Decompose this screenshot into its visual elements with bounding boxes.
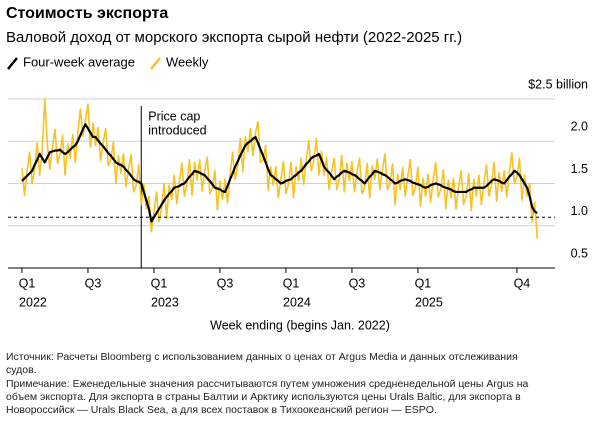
legend-label: Weekly xyxy=(166,54,209,69)
legend-label: Four-week average xyxy=(23,54,135,69)
x-tick-label: Q3 xyxy=(217,276,234,290)
legend-swatch xyxy=(7,57,18,70)
y-tick-label: $2.5 billion xyxy=(528,77,588,91)
legend-swatch xyxy=(150,57,161,70)
x-tick-label: Q3 xyxy=(85,276,102,290)
series-line xyxy=(21,98,539,239)
annotation-text: Price cap xyxy=(148,109,200,123)
y-tick-label: 1.5 xyxy=(571,162,588,176)
chart-subtitle: Валовой доход от морского экспорта сырой… xyxy=(6,29,462,46)
x-tick-label: Q1 xyxy=(283,276,300,290)
x-tick-label: Q4 xyxy=(514,276,531,290)
chart-title: Стоимость экспорта xyxy=(6,5,168,22)
x-tick-label: Q3 xyxy=(349,276,366,290)
y-tick-label: 0.5 xyxy=(571,246,588,260)
x-axis-label: Week ending (begins Jan. 2022) xyxy=(210,318,390,332)
y-tick-label: 1.0 xyxy=(571,204,588,218)
footnote: Источник: Расчеты Bloomberg с использова… xyxy=(6,351,518,363)
x-year-label: 2023 xyxy=(151,295,179,309)
y-tick-label: 2.0 xyxy=(571,120,588,134)
x-year-label: 2022 xyxy=(19,295,47,309)
x-tick-label: Q1 xyxy=(415,276,432,290)
footnote: объем экспорта. Для экспорта в страны Ба… xyxy=(6,391,521,403)
series-line xyxy=(21,123,538,223)
x-tick-label: Q1 xyxy=(19,276,36,290)
annotation-text: introduced xyxy=(148,123,206,137)
x-year-label: 2025 xyxy=(415,295,443,309)
footnote: Примечание: Еженедельные значения рассчи… xyxy=(6,378,528,390)
footnote: Новороссийск — Urals Black Sea, а для вс… xyxy=(6,404,437,416)
x-tick-label: Q1 xyxy=(151,276,168,290)
x-year-label: 2024 xyxy=(283,295,311,309)
footnote: судов. xyxy=(6,364,37,376)
